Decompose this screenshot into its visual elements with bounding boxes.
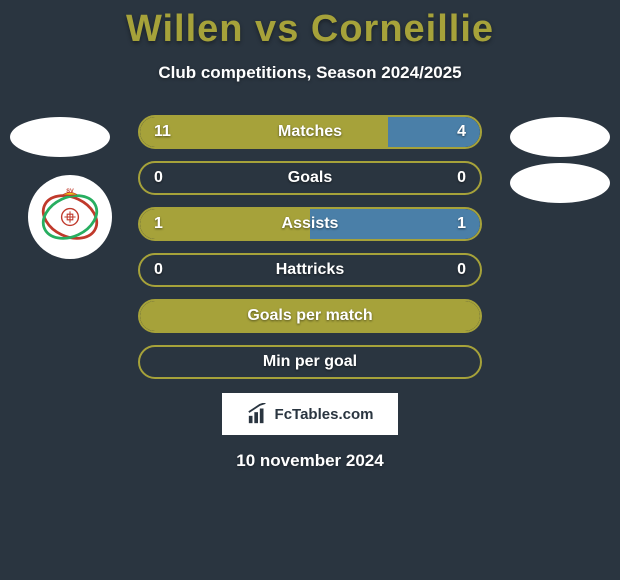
club-badge-svg: SV — [35, 182, 105, 252]
player-avatar-left — [10, 117, 110, 157]
svg-text:SV: SV — [66, 189, 74, 195]
bar-label: Hattricks — [140, 261, 480, 279]
bar-label: Min per goal — [140, 353, 480, 371]
stat-bar: 00Hattricks — [138, 253, 482, 287]
brand-badge: FcTables.com — [222, 393, 398, 435]
brand-chart-icon — [247, 403, 269, 425]
stat-bar: 00Goals — [138, 161, 482, 195]
stat-bar: 114Matches — [138, 115, 482, 149]
bar-label: Matches — [140, 123, 480, 141]
bar-label: Goals — [140, 169, 480, 187]
club-badge-left: SV — [28, 175, 112, 259]
player-avatar-right — [510, 117, 610, 157]
brand-text: FcTables.com — [275, 406, 374, 423]
comparison-title: Willen vs Corneillie — [0, 0, 620, 51]
stat-bar: 11Assists — [138, 207, 482, 241]
stat-bar: Goals per match — [138, 299, 482, 333]
comparison-subtitle: Club competitions, Season 2024/2025 — [0, 63, 620, 83]
comparison-date: 10 november 2024 — [0, 451, 620, 471]
club-avatar-right — [510, 163, 610, 203]
bar-label: Assists — [140, 215, 480, 233]
content-area: SV 114Matches 00Goals 11Assists 00Hattricks… — [0, 115, 620, 471]
stat-bar: Min per goal — [138, 345, 482, 379]
bar-label: Goals per match — [140, 307, 480, 325]
stat-bars: 114Matches 00Goals 11Assists 00Hattricks Goa… — [138, 115, 482, 379]
